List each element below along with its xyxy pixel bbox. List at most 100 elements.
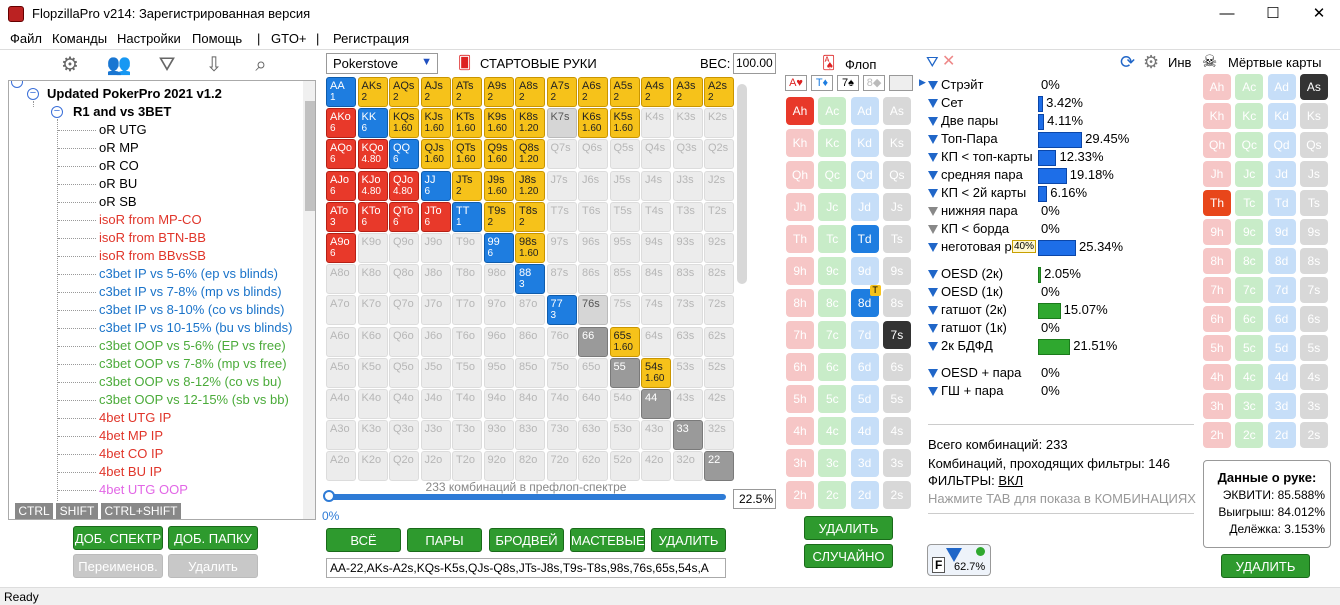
dead-card-Ad[interactable]: Ad: [1267, 74, 1296, 100]
hand-cell[interactable]: J2o: [420, 451, 451, 482]
dead-card-Jh[interactable]: Jh: [1203, 161, 1231, 187]
hand-cell[interactable]: KQs 1.60: [389, 108, 419, 139]
hand-cell[interactable]: Q3o: [389, 420, 419, 451]
filter-icon[interactable]: ⛛: [926, 54, 939, 71]
funnel-icon[interactable]: [928, 369, 938, 379]
hand-cell[interactable]: 87o: [515, 295, 545, 326]
flop-card-6h[interactable]: 6h: [786, 353, 814, 381]
hand-cell[interactable]: A7s 2: [546, 77, 577, 107]
hand-cell[interactable]: J5s: [609, 170, 640, 201]
hand-cell[interactable]: T4o: [452, 389, 482, 419]
hand-cell[interactable]: 52o: [609, 451, 640, 482]
filter-row[interactable]: Топ-Пара: [928, 131, 998, 149]
hand-cell[interactable]: T7s: [546, 201, 577, 232]
hand-cell[interactable]: K5o: [357, 357, 388, 388]
import-icon[interactable]: ⇩: [205, 54, 223, 76]
hand-cell[interactable]: K8s 1.20: [515, 108, 545, 139]
dead-card-2s[interactable]: 2s: [1299, 422, 1328, 448]
flop-card-6s[interactable]: 6s: [882, 353, 911, 381]
dead-card-Tc[interactable]: Tc: [1235, 190, 1264, 216]
filter-row[interactable]: 2к БДФД: [928, 338, 993, 356]
hand-cell[interactable]: Q5s: [609, 139, 640, 170]
filter-row[interactable]: КП < борда: [928, 221, 1009, 239]
filter-row[interactable]: КП < 2й карты: [928, 185, 1026, 203]
flop-card-4s[interactable]: 4s: [882, 417, 911, 445]
filter-row[interactable]: неготовая р: [928, 239, 1012, 257]
filter-row[interactable]: Две пары: [928, 113, 998, 131]
hand-cell[interactable]: JTo 6: [420, 201, 451, 232]
hand-cell[interactable]: J3s: [672, 170, 703, 201]
flop-card-Ac[interactable]: Ac: [818, 97, 847, 125]
funnel-icon[interactable]: [928, 225, 938, 235]
rename-button[interactable]: Переименов.: [73, 554, 163, 578]
hand-cell[interactable]: 43o: [641, 420, 671, 451]
hand-cell[interactable]: J8s 1.20: [515, 170, 545, 201]
flop-card-Jc[interactable]: Jc: [818, 193, 847, 221]
hand-cell[interactable]: Q2o: [389, 451, 419, 482]
hand-cell[interactable]: A2s 2: [704, 77, 734, 107]
funnel-icon[interactable]: [928, 81, 938, 91]
hand-cell[interactable]: 72o: [546, 451, 577, 482]
dead-card-Ks[interactable]: Ks: [1299, 103, 1328, 129]
hand-cell[interactable]: A4s 2: [641, 77, 671, 107]
play-arrow-icon[interactable]: ▶: [919, 77, 926, 87]
dead-card-Kc[interactable]: Kc: [1235, 103, 1264, 129]
hand-cell[interactable]: 99 6: [483, 233, 514, 263]
hand-cell[interactable]: 83o: [515, 420, 545, 451]
clear-range-button[interactable]: УДАЛИТЬ: [651, 528, 726, 552]
collapse-icon[interactable]: −: [51, 106, 63, 118]
dead-card-4s[interactable]: 4s: [1299, 364, 1328, 390]
hand-cell[interactable]: Q7s: [546, 139, 577, 170]
flop-card-Qh[interactable]: Qh: [786, 161, 814, 189]
dead-card-6h[interactable]: 6h: [1203, 306, 1231, 332]
add-folder-button[interactable]: ДОБ. ПАПКУ: [168, 526, 258, 550]
flop-card-3s[interactable]: 3s: [882, 449, 911, 477]
hand-cell[interactable]: J6o: [420, 326, 451, 357]
percent-input[interactable]: 22.5%: [733, 489, 776, 509]
hand-cell[interactable]: 65s 1.60: [609, 326, 640, 357]
hand-cell[interactable]: 93s: [672, 233, 703, 263]
dead-card-8h[interactable]: 8h: [1203, 248, 1231, 274]
flop-card-8d[interactable]: 8d T: [850, 285, 881, 317]
dead-card-Qc[interactable]: Qc: [1235, 132, 1264, 158]
hand-cell[interactable]: 42s: [704, 389, 734, 419]
ctrl-tab[interactable]: CTRL: [15, 503, 53, 519]
flop-card-9c[interactable]: 9c: [818, 257, 847, 285]
hand-cell[interactable]: J4o: [420, 389, 451, 419]
dead-card-4h[interactable]: 4h: [1203, 364, 1231, 390]
hand-cell[interactable]: J5o: [420, 357, 451, 388]
site-select[interactable]: Pokerstove ▼: [326, 53, 438, 74]
dead-card-8c[interactable]: 8c: [1235, 248, 1264, 274]
hand-cell[interactable]: QJs 1.60: [420, 139, 451, 170]
hand-cell[interactable]: 75s: [609, 295, 640, 326]
hand-cell[interactable]: T2s: [704, 201, 734, 232]
hand-cell[interactable]: J9o: [420, 233, 451, 263]
tree-item[interactable]: c3bet OOP vs 5-6% (EP vs free): [99, 338, 286, 353]
hand-cell[interactable]: A3s 2: [672, 77, 703, 107]
hand-cell[interactable]: J4s: [641, 170, 671, 201]
flop-card-5s[interactable]: 5s: [882, 385, 911, 413]
dead-card-5c[interactable]: 5c: [1235, 335, 1264, 361]
hand-cell[interactable]: 92o: [483, 451, 514, 482]
filter-row[interactable]: средняя пара: [928, 167, 1023, 185]
tree-folder[interactable]: R1 and vs 3BET: [73, 104, 172, 119]
menu-registration[interactable]: Регистрация: [333, 31, 409, 46]
shift-tab[interactable]: SHIFT: [56, 503, 98, 519]
hand-cell[interactable]: T2o: [452, 451, 482, 482]
funnel-icon[interactable]: [928, 243, 938, 253]
dead-card-8s[interactable]: 8s: [1299, 248, 1328, 274]
dead-card-Ts[interactable]: Ts: [1299, 190, 1328, 216]
hand-cell[interactable]: 74o: [546, 389, 577, 419]
hand-cell[interactable]: ATs 2: [452, 77, 482, 107]
flop-card-Kc[interactable]: Kc: [818, 129, 847, 157]
filter-badge[interactable]: F 62.7%: [927, 544, 991, 576]
hand-cell[interactable]: K3s: [672, 108, 703, 139]
hand-cell[interactable]: A3o: [326, 420, 356, 451]
tree-item[interactable]: c3bet OOP vs 7-8% (mp vs free): [99, 356, 287, 371]
dead-card-Ac[interactable]: Ac: [1235, 74, 1264, 100]
hand-cell[interactable]: QTs 1.60: [452, 139, 482, 170]
hand-cell[interactable]: AQs 2: [389, 77, 419, 107]
hand-cell[interactable]: 62s: [704, 326, 734, 357]
hand-cell[interactable]: 54o: [609, 389, 640, 419]
dead-card-Qd[interactable]: Qd: [1267, 132, 1296, 158]
